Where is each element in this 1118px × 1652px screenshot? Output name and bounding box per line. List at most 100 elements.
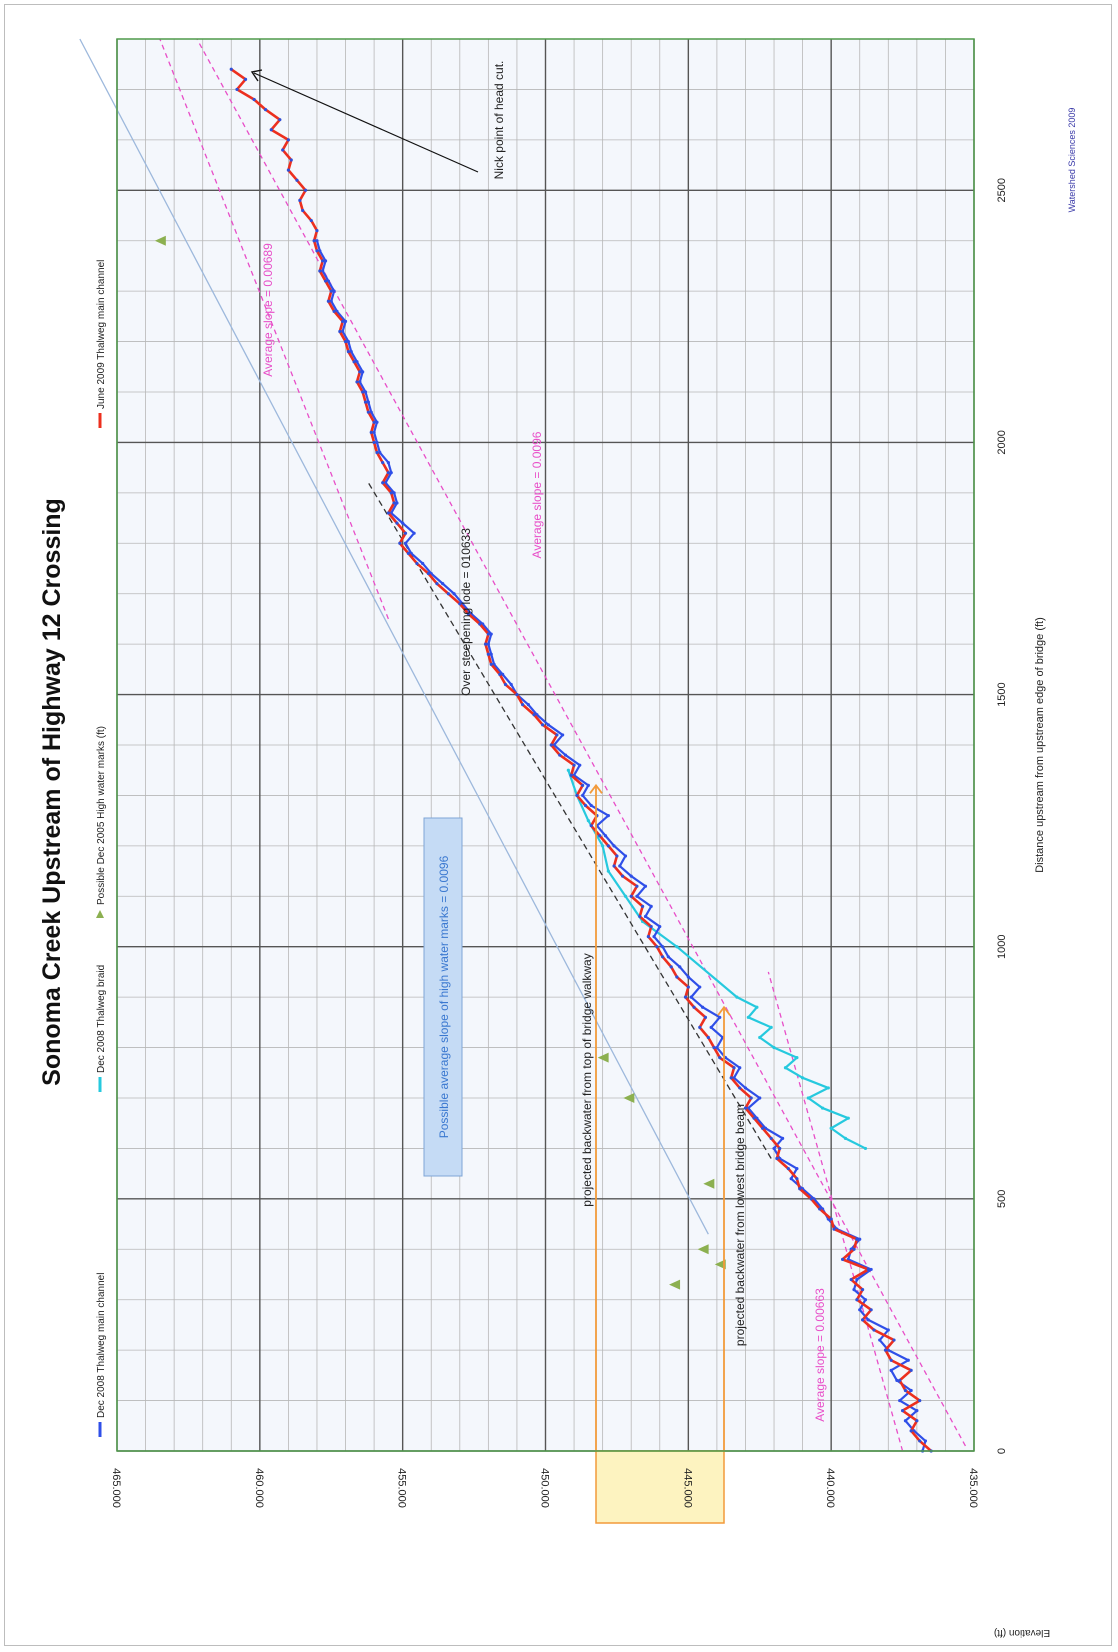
x-tick-label: 500: [996, 1190, 1008, 1208]
series-point: [829, 1217, 833, 1221]
series-point: [446, 592, 450, 596]
annotation-slope-middle: Average slope = 0.0096: [530, 431, 544, 558]
series-point: [338, 329, 342, 334]
series-point: [789, 1177, 793, 1181]
series-point: [840, 1257, 845, 1261]
series-point: [395, 521, 399, 525]
series-point: [858, 1237, 862, 1241]
series-point: [772, 1146, 776, 1151]
hwm-marker: [597, 1052, 609, 1063]
series-point: [229, 67, 233, 71]
series-point: [366, 410, 370, 414]
series-point: [363, 400, 368, 404]
series-point: [758, 1035, 762, 1040]
series-point: [578, 763, 582, 767]
series-point: [372, 430, 376, 434]
series-point: [666, 955, 670, 959]
hwm-marker: [669, 1279, 681, 1290]
series-point: [301, 208, 305, 213]
series-point: [652, 935, 656, 939]
series-point: [466, 612, 470, 616]
series-point: [715, 1045, 719, 1050]
series-point: [761, 1126, 765, 1130]
series-point: [698, 1025, 702, 1029]
series-point: [701, 1005, 705, 1009]
x-tick-label: 1000: [996, 934, 1008, 958]
series-point: [678, 965, 682, 969]
series-point: [486, 652, 490, 656]
series-point: [655, 945, 659, 949]
series-point: [521, 703, 525, 707]
series-point: [629, 874, 633, 878]
series-point: [389, 471, 393, 475]
x-tick-label: 2000: [996, 430, 1008, 454]
series-point: [309, 218, 313, 223]
series-point: [775, 1156, 779, 1161]
series-point: [658, 924, 662, 929]
series-point: [375, 440, 379, 445]
series-point: [332, 309, 336, 313]
series-point: [563, 753, 568, 757]
series-point: [661, 945, 665, 949]
series-point: [689, 995, 693, 999]
series-point: [852, 1288, 856, 1292]
plot-border: [116, 38, 975, 1452]
series-point: [381, 461, 385, 465]
series-point: [909, 1368, 913, 1372]
series-point: [546, 723, 550, 727]
series-point: [903, 1388, 908, 1393]
series-point: [635, 894, 639, 898]
hwm-marker: [623, 1093, 635, 1103]
legend-swatch-hwm: [96, 910, 104, 918]
series-point: [329, 299, 333, 303]
series-point: [606, 814, 610, 818]
series-point: [441, 582, 445, 586]
series-layer: [154, 67, 933, 1453]
annotation-oversteepening: Over steepening lode = 010633: [459, 528, 473, 696]
annotation-slope-upper: Average slope = 0.00689: [261, 243, 275, 377]
legend-label-dec2008-braid: Dec 2008 Thalweg braid: [96, 965, 107, 1073]
series-point: [738, 1066, 742, 1070]
x-tick-label: 0: [996, 1448, 1008, 1454]
y-tick-label: 455.000: [396, 1468, 408, 1508]
backwater-beam-arrow: [717, 1005, 731, 1016]
series-point: [318, 249, 322, 253]
series-point: [829, 1126, 833, 1130]
credit-text: Watershed Sciences 2009: [1067, 108, 1077, 213]
annotation-backwater-top: projected backwater from top of bridge w…: [580, 953, 594, 1206]
series-point: [843, 1136, 848, 1140]
series-point: [915, 1419, 919, 1423]
series-point: [706, 1035, 710, 1040]
series-point: [343, 339, 348, 344]
series-point: [572, 763, 576, 767]
y-tick-label: 460.000: [253, 1468, 265, 1508]
annotation-layer: [250, 69, 731, 1451]
x-tick-labels: 0 500 1000 1500 2000 2500: [996, 178, 1008, 1454]
series-point: [401, 521, 405, 525]
series-point: [421, 561, 425, 566]
series-point: [718, 1056, 722, 1060]
series-point: [349, 350, 353, 354]
series-point: [621, 874, 625, 878]
series-point: [661, 955, 665, 959]
series-point: [732, 1066, 736, 1070]
series-point: [372, 420, 376, 424]
series-point: [738, 1086, 742, 1090]
y-tick-label: 440.000: [824, 1468, 836, 1508]
series-point: [386, 461, 390, 465]
series-point: [866, 1267, 870, 1272]
series-point: [489, 632, 493, 636]
series-point: [786, 1167, 790, 1171]
series-point: [869, 1267, 873, 1272]
series-point: [735, 995, 739, 999]
series-point: [555, 733, 559, 737]
series-point: [769, 1136, 773, 1140]
series-point: [329, 289, 333, 293]
trendline-lower: [767, 971, 904, 1452]
series-point: [646, 935, 650, 939]
series-point: [243, 77, 248, 81]
series-point: [509, 682, 513, 687]
nickpoint-arrow-line: [253, 72, 479, 173]
series-point: [603, 834, 608, 838]
nickpoint-arrow-head: [250, 69, 263, 82]
